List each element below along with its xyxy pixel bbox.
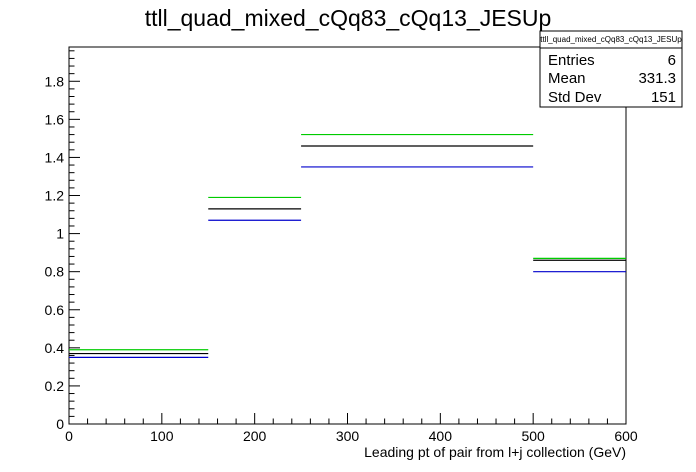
y-tick-label: 1.4 — [45, 149, 65, 165]
y-tick-label: 0.4 — [45, 340, 65, 356]
x-tick-label: 400 — [429, 428, 453, 444]
stats-mean-label: Mean — [548, 70, 586, 87]
y-axis: 0 0.2 0.4 0.6 0.8 1 1.2 1.4 1.6 1.8 — [45, 50, 80, 432]
x-axis: 0 100 200 300 400 500 600 — [65, 413, 638, 444]
y-tick-label: 1.2 — [45, 188, 65, 204]
x-tick-label: 100 — [150, 428, 174, 444]
x-tick-label: 200 — [243, 428, 267, 444]
x-tick-label: 0 — [65, 428, 73, 444]
chart-title: ttll_quad_mixed_cQq83_cQq13_JESUp — [145, 5, 552, 31]
stats-entries-label: Entries — [548, 52, 595, 69]
y-tick-label: 1.6 — [45, 111, 65, 127]
stats-mean-value: 331.3 — [638, 70, 676, 87]
x-tick-label: 300 — [336, 428, 360, 444]
y-tick-label: 0.6 — [45, 302, 65, 318]
stats-box: ttll_quad_mixed_cQq83_cQq13_JESUp Entrie… — [539, 30, 683, 108]
series-layer — [69, 133, 626, 358]
stats-entries-value: 6 — [668, 52, 676, 69]
stats-stddev-value: 151 — [651, 89, 676, 106]
y-tick-label: 0 — [56, 416, 64, 432]
y-tick-label: 1.8 — [45, 73, 65, 89]
stats-box-title: ttll_quad_mixed_cQq83_cQq13_JESUp — [540, 35, 682, 44]
y-tick-label: 0.2 — [45, 378, 65, 394]
y-tick-label: 1 — [56, 226, 64, 242]
stats-stddev-label: Std Dev — [548, 89, 602, 106]
x-tick-label: 500 — [521, 428, 545, 444]
x-tick-label: 600 — [614, 428, 638, 444]
y-tick-label: 0.8 — [45, 264, 65, 280]
x-axis-label: Leading pt of pair from l+j collection (… — [364, 444, 626, 460]
